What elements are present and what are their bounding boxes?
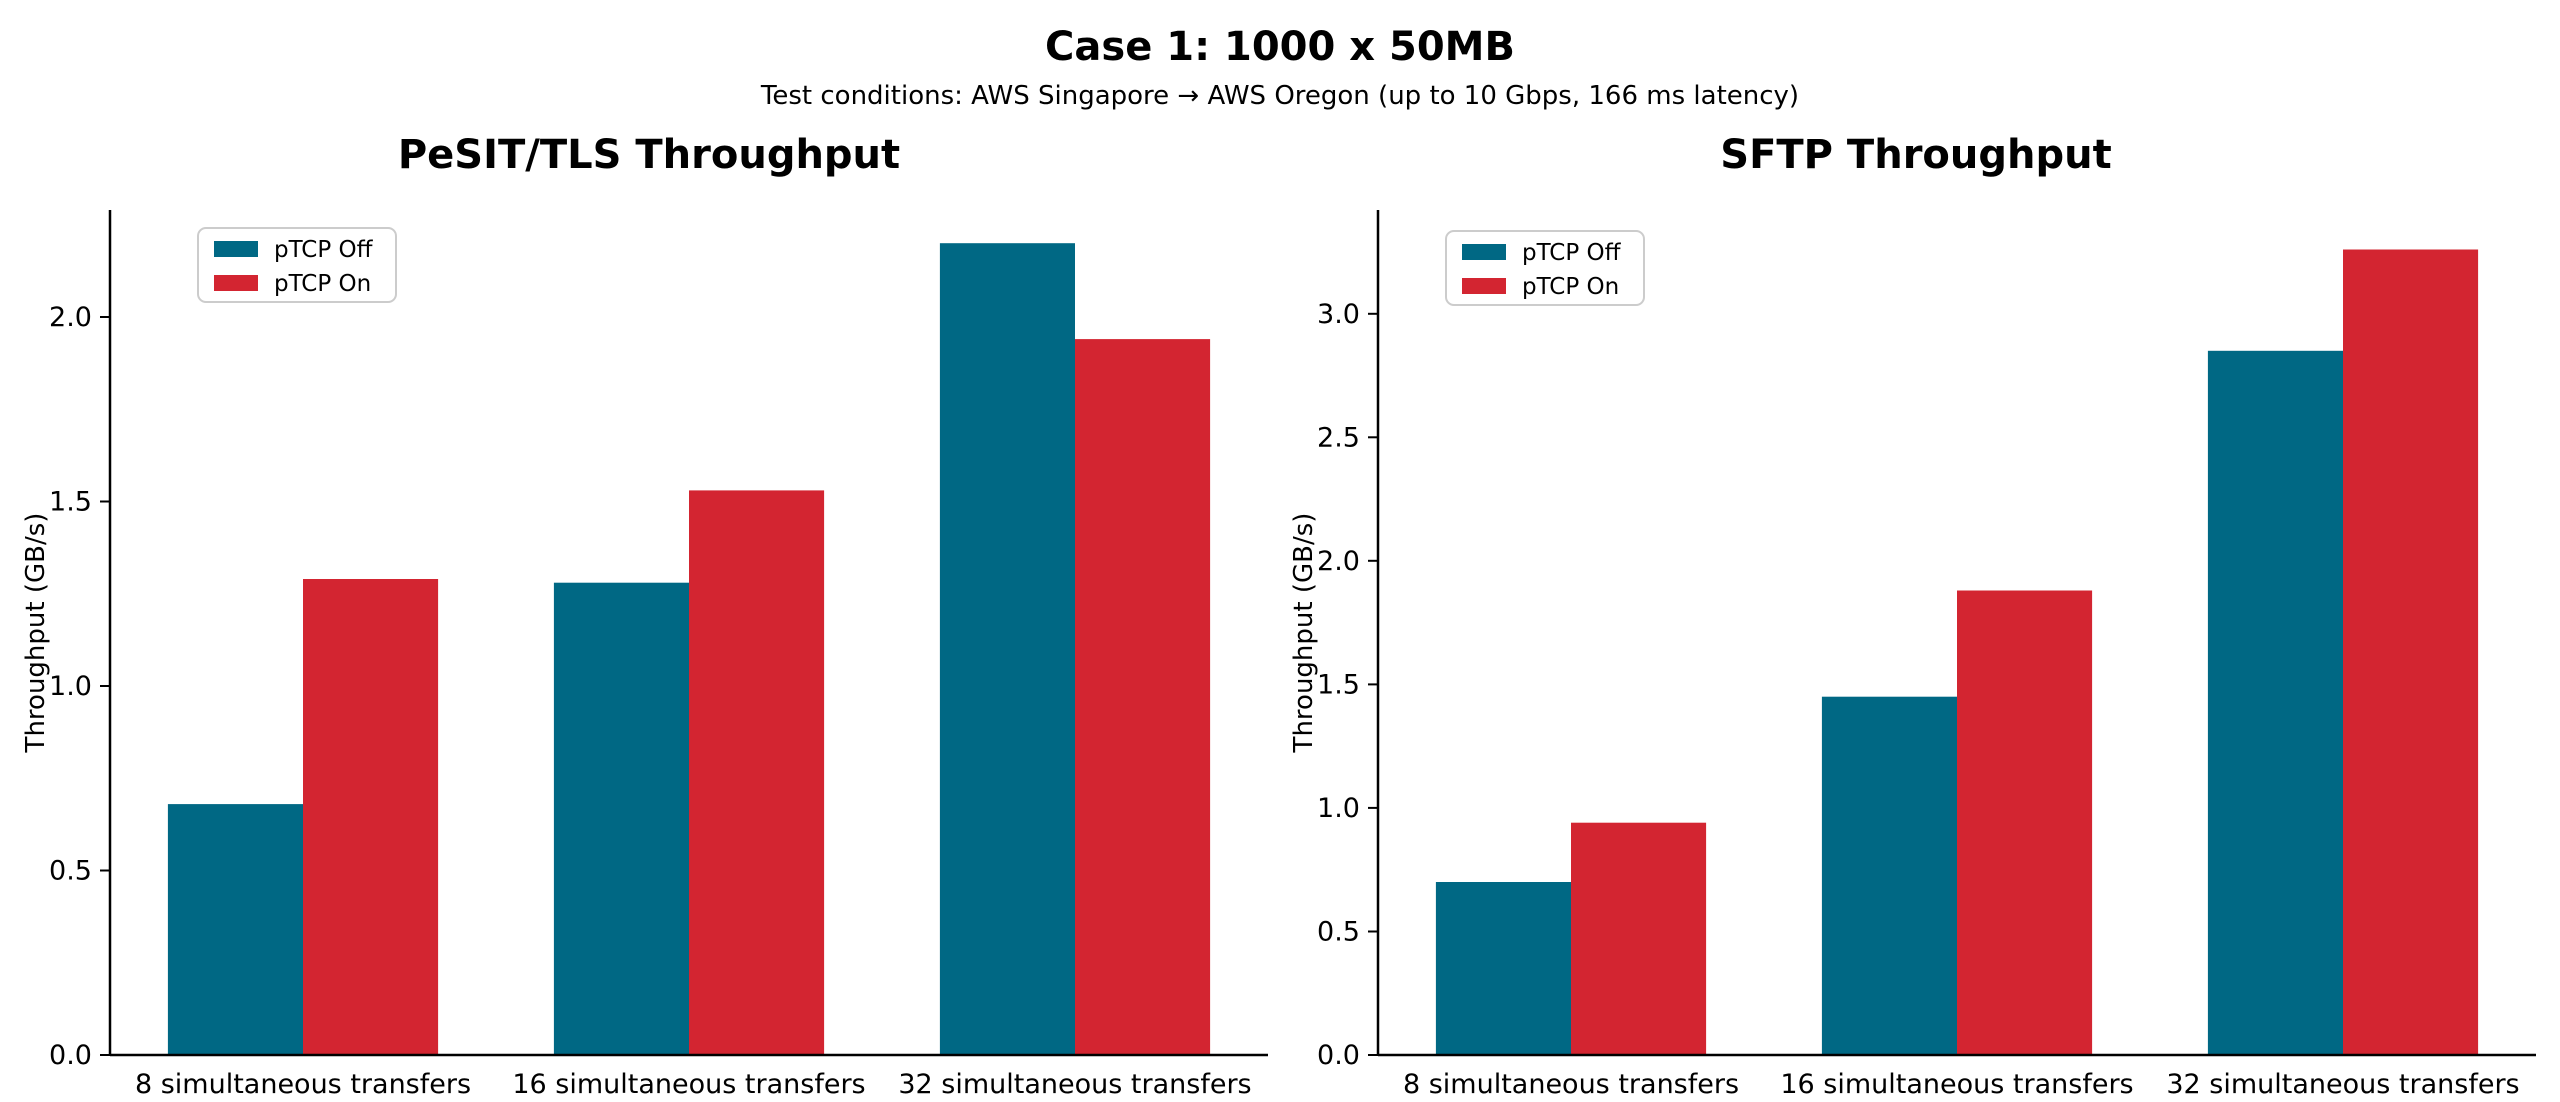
legend: pTCP Off pTCP On bbox=[1445, 230, 1645, 306]
y-tick-label: 0.5 bbox=[49, 856, 92, 887]
legend-label: pTCP Off bbox=[1522, 240, 1622, 266]
y-tick-label: 1.5 bbox=[49, 487, 92, 518]
bar-ptcp-on-3 bbox=[1075, 339, 1211, 1056]
legend-label: pTCP On bbox=[274, 271, 371, 297]
panel-title: SFTP Throughput bbox=[1720, 132, 2111, 178]
bar-ptcp-off-3 bbox=[2207, 350, 2343, 1055]
figure-subtitle: Test conditions: AWS Singapore → AWS Ore… bbox=[760, 81, 1799, 111]
y-tick-label: 0.0 bbox=[1317, 1040, 1360, 1071]
y-tick-label: 3.0 bbox=[1317, 299, 1360, 330]
bar-ptcp-off-1 bbox=[1435, 882, 1571, 1055]
chart-panels: PeSIT/TLS Throughput 8 simultaneous trans… bbox=[21, 132, 2536, 1100]
bar-ptcp-off-2 bbox=[553, 582, 689, 1055]
legend-swatch-ptcp-on bbox=[1462, 278, 1506, 294]
bar-ptcp-on-2 bbox=[1957, 590, 2093, 1055]
x-tick-label: 8 simultaneous transfers bbox=[135, 1069, 471, 1100]
legend: pTCP Off pTCP On bbox=[197, 227, 397, 303]
legend-swatch-ptcp-off bbox=[1462, 244, 1506, 260]
bar-ptcp-on-1 bbox=[1571, 822, 1707, 1055]
x-tick-label: 32 simultaneous transfers bbox=[898, 1069, 1251, 1100]
bar-ptcp-on-3 bbox=[2343, 249, 2479, 1055]
y-axis-label: Throughput (GB/s) bbox=[1289, 513, 1319, 754]
bar-ptcp-off-2 bbox=[1821, 696, 1957, 1055]
bar-ptcp-on-2 bbox=[689, 490, 825, 1055]
y-tick-label: 2.0 bbox=[49, 302, 92, 333]
chart-panel-1: PeSIT/TLS Throughput 8 simultaneous trans… bbox=[21, 132, 1268, 1100]
y-tick-label: 2.5 bbox=[1317, 422, 1360, 453]
x-tick-label: 16 simultaneous transfers bbox=[512, 1069, 865, 1100]
x-tick-label: 32 simultaneous transfers bbox=[2166, 1069, 2519, 1100]
y-tick-label: 1.5 bbox=[1317, 669, 1360, 700]
x-tick-label: 16 simultaneous transfers bbox=[1780, 1069, 2133, 1100]
y-tick-label: 0.5 bbox=[1317, 917, 1360, 948]
y-tick-label: 1.0 bbox=[1317, 793, 1360, 824]
y-axis-label: Throughput (GB/s) bbox=[21, 513, 51, 754]
x-tick-label: 8 simultaneous transfers bbox=[1403, 1069, 1739, 1100]
y-tick-label: 2.0 bbox=[1317, 546, 1360, 577]
figure-title: Case 1: 1000 x 50MB bbox=[1045, 24, 1515, 70]
y-tick-label: 1.0 bbox=[49, 671, 92, 702]
legend-label: pTCP On bbox=[1522, 274, 1619, 300]
bar-ptcp-off-1 bbox=[167, 804, 303, 1055]
bar-ptcp-on-1 bbox=[303, 579, 439, 1055]
chart-panel-2: SFTP Throughput 8 simultaneous transfers 1… bbox=[1289, 132, 2536, 1100]
panel-title: PeSIT/TLS Throughput bbox=[398, 132, 900, 178]
bar-ptcp-off-3 bbox=[939, 243, 1075, 1055]
legend-label: pTCP Off bbox=[274, 237, 374, 263]
legend-swatch-ptcp-off bbox=[214, 241, 258, 257]
legend-swatch-ptcp-on bbox=[214, 275, 258, 291]
y-tick-label: 0.0 bbox=[49, 1040, 92, 1071]
